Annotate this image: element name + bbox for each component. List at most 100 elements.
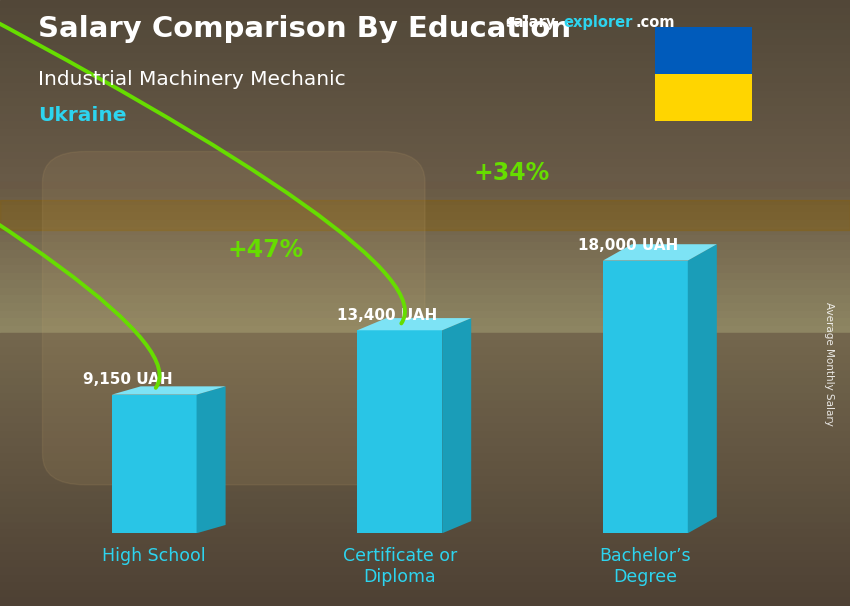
Bar	[0, 68, 850, 76]
Text: 13,400 UAH: 13,400 UAH	[337, 308, 438, 322]
Bar	[654, 75, 752, 121]
Bar	[0, 114, 850, 121]
Bar	[0, 561, 850, 568]
Polygon shape	[196, 387, 225, 533]
Bar	[0, 371, 850, 379]
Bar	[0, 576, 850, 583]
Bar	[0, 462, 850, 470]
Polygon shape	[442, 318, 471, 533]
Bar	[0, 318, 850, 325]
Bar	[654, 27, 752, 75]
Bar	[0, 311, 850, 318]
Bar	[0, 522, 850, 530]
Bar	[0, 84, 850, 91]
Bar	[0, 296, 850, 303]
Text: +34%: +34%	[473, 161, 549, 185]
Bar	[0, 38, 850, 45]
Bar	[0, 265, 850, 273]
Bar	[0, 220, 850, 227]
Text: Industrial Machinery Mechanic: Industrial Machinery Mechanic	[38, 70, 346, 88]
Bar	[0, 182, 850, 189]
Bar	[0, 530, 850, 538]
Bar	[0, 273, 850, 280]
Text: +47%: +47%	[228, 238, 304, 262]
Bar	[0, 538, 850, 545]
Bar	[0, 235, 850, 242]
Bar	[0, 478, 850, 485]
Polygon shape	[357, 318, 471, 330]
Bar	[0, 333, 850, 341]
Bar	[0, 356, 850, 364]
Bar	[0, 507, 850, 515]
Bar	[0, 242, 850, 250]
Polygon shape	[111, 387, 225, 395]
Text: .com: .com	[636, 15, 675, 30]
Bar	[0, 106, 850, 114]
Bar	[0, 288, 850, 296]
Text: explorer: explorer	[564, 15, 633, 30]
Bar	[111, 395, 196, 533]
Bar	[0, 8, 850, 15]
Bar	[0, 53, 850, 61]
Bar	[0, 159, 850, 167]
Bar	[0, 227, 850, 235]
Bar	[0, 591, 850, 599]
Bar	[0, 204, 850, 212]
Bar	[0, 175, 850, 182]
Bar	[0, 379, 850, 387]
Text: 9,150 UAH: 9,150 UAH	[82, 372, 173, 387]
Polygon shape	[603, 244, 717, 261]
Bar	[0, 545, 850, 553]
Bar	[0, 258, 850, 265]
Bar	[0, 152, 850, 159]
Bar	[0, 197, 850, 205]
Bar	[0, 492, 850, 500]
Bar	[0, 470, 850, 478]
Bar	[0, 568, 850, 576]
Bar	[0, 200, 850, 230]
Bar	[0, 364, 850, 371]
Bar	[0, 144, 850, 152]
Bar	[0, 326, 850, 333]
Bar	[0, 128, 850, 136]
Bar	[0, 76, 850, 83]
Bar	[0, 515, 850, 522]
Bar	[0, 387, 850, 394]
Text: Average Monthly Salary: Average Monthly Salary	[824, 302, 834, 425]
Bar	[0, 136, 850, 144]
Bar	[0, 394, 850, 401]
Bar	[0, 303, 850, 310]
Bar	[0, 409, 850, 417]
Bar	[0, 121, 850, 129]
Bar	[0, 402, 850, 409]
Bar	[0, 91, 850, 98]
Bar	[0, 167, 850, 175]
Bar	[0, 0, 850, 7]
FancyBboxPatch shape	[42, 152, 425, 485]
Bar	[0, 280, 850, 288]
Bar	[0, 98, 850, 106]
Bar	[0, 23, 850, 30]
Bar	[0, 341, 850, 348]
Bar	[0, 583, 850, 591]
Bar	[0, 500, 850, 508]
Polygon shape	[688, 244, 717, 533]
Bar	[0, 553, 850, 561]
Bar	[0, 61, 850, 68]
Bar	[0, 485, 850, 492]
Bar	[0, 250, 850, 258]
Text: Salary Comparison By Education: Salary Comparison By Education	[38, 15, 571, 43]
Bar	[0, 45, 850, 53]
Bar	[0, 447, 850, 454]
Bar	[0, 189, 850, 197]
Bar	[0, 431, 850, 439]
Bar	[0, 454, 850, 462]
Bar	[0, 15, 850, 22]
Text: Ukraine: Ukraine	[38, 106, 127, 125]
Bar	[0, 30, 850, 38]
Bar	[357, 330, 442, 533]
Bar	[603, 261, 688, 533]
Bar	[0, 424, 850, 431]
Bar	[0, 212, 850, 220]
Text: salary: salary	[506, 15, 556, 30]
